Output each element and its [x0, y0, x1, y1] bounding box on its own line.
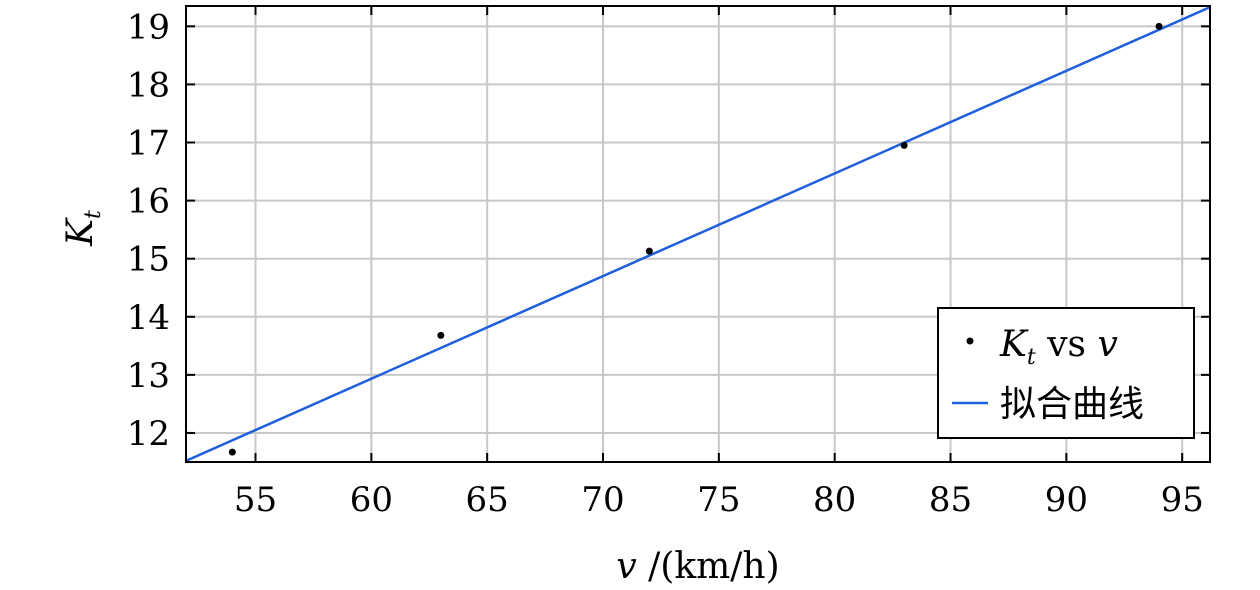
- x-tick-label: 85: [929, 480, 972, 520]
- data-point: [437, 331, 445, 339]
- x-tick-labels: 55 60 65 70 75 80 85 90 95: [234, 480, 1204, 520]
- x-tick-label: 90: [1045, 480, 1088, 520]
- x-tick-label: 65: [466, 480, 509, 520]
- legend: Kt vs v 拟合曲线: [937, 307, 1195, 439]
- plot-frame: [185, 5, 1211, 463]
- data-point: [228, 448, 236, 456]
- y-tick-label: 14: [127, 298, 170, 338]
- legend-label-points: Kt vs v: [999, 324, 1118, 370]
- y-tick-label: 16: [127, 182, 170, 222]
- y-tick-label: 18: [127, 65, 170, 105]
- legend-box: [937, 307, 1195, 439]
- x-axis-title: v /(km/h): [616, 546, 779, 587]
- x-tick-label: 55: [234, 480, 277, 520]
- y-tick-label: 19: [127, 7, 170, 47]
- y-tick-label: 12: [127, 414, 170, 454]
- x-tick-label: 75: [697, 480, 740, 520]
- y-tick-label: 13: [127, 356, 170, 396]
- data-point: [900, 141, 908, 149]
- y-tick-label: 17: [127, 124, 170, 164]
- fit-line: [186, 6, 1210, 462]
- x-tick-label: 60: [350, 480, 393, 520]
- legend-marker-points: [966, 337, 974, 345]
- x-tick-label: 95: [1161, 480, 1204, 520]
- points-layer: [228, 22, 1163, 456]
- legend-label-fit: 拟合曲线: [1000, 384, 1144, 425]
- fit-line-layer: [186, 6, 1210, 462]
- x-tick-label: 70: [581, 480, 624, 520]
- y-tick-labels: 12 13 14 15 16 17 18 19: [127, 7, 170, 454]
- y-axis-title: Kt: [60, 210, 106, 247]
- data-point: [645, 247, 653, 255]
- y-tick-label: 15: [127, 240, 170, 280]
- x-tick-label: 80: [813, 480, 856, 520]
- data-point: [1155, 22, 1163, 30]
- ticks: [186, 6, 1210, 462]
